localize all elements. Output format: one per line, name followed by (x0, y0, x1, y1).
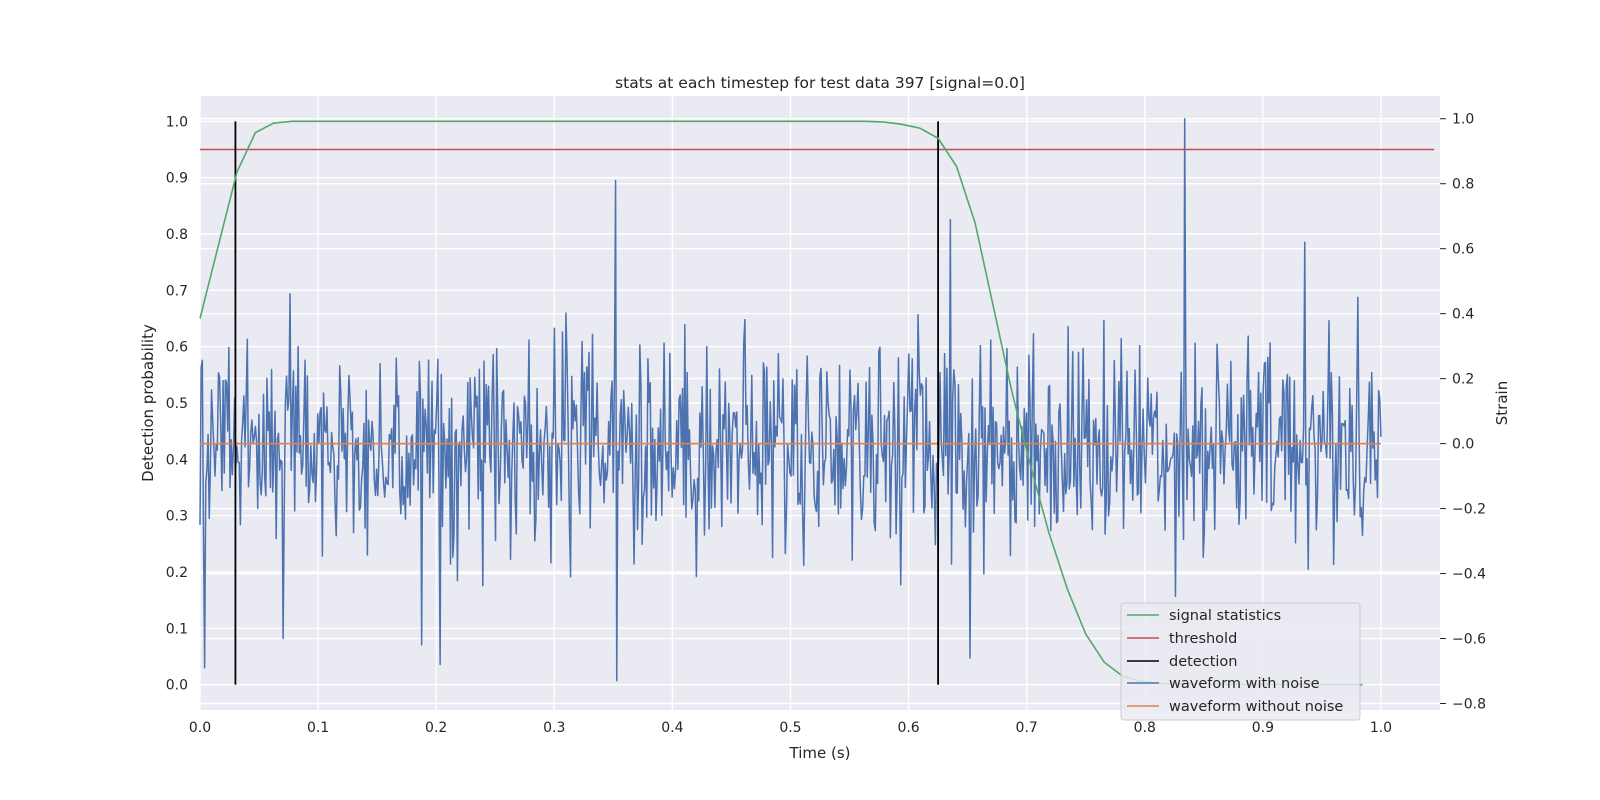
x-tick-label: 0.9 (1252, 720, 1274, 736)
x-tick-label: 0.2 (425, 720, 447, 736)
y-right-tick-label: −0.6 (1452, 632, 1486, 648)
legend-label-waveform-with-noise: waveform with noise (1169, 676, 1320, 692)
chart-title: stats at each timestep for test data 397… (615, 74, 1025, 92)
legend-box (1120, 602, 1361, 721)
y-right-tick-label: 0.2 (1452, 372, 1474, 388)
legend-label-detection: detection (1169, 654, 1237, 670)
x-tick-label: 0.4 (661, 720, 683, 736)
x-tick-label: 0.0 (189, 720, 211, 736)
x-tick-label: 0.3 (543, 720, 565, 736)
ticks: 0.0 0.1 0.2 0.3 0.4 0.5 0.6 0.7 0.8 0.9 1.0 0.0 0.1 0… (166, 112, 1486, 736)
y-left-tick-label: 0.4 (166, 452, 188, 468)
y-left-tick-label: 0.3 (166, 509, 188, 525)
x-tick-label: 0.1 (307, 720, 329, 736)
legend-label-waveform-without-noise: waveform without noise (1169, 699, 1343, 715)
x-tick-label: 0.5 (779, 720, 801, 736)
legend-label-signal-statistics: signal statistics (1169, 608, 1281, 624)
y-right-tick-label: 0.0 (1452, 437, 1474, 453)
y-left-tick-label: 0.7 (166, 283, 188, 299)
y-left-tick-label: 0.1 (166, 621, 188, 637)
y-right-tick-label: −0.4 (1452, 567, 1486, 583)
y-right-tick-label: −0.2 (1452, 502, 1486, 518)
y-left-tick-label: 0.0 (166, 678, 188, 694)
y-left-tick-label: 0.9 (166, 171, 188, 187)
legend-label-threshold: threshold (1169, 631, 1237, 647)
y-right-tick-label: 0.4 (1452, 307, 1474, 323)
y-left-tick-label: 0.8 (166, 227, 188, 243)
y-left-tick-label: 0.2 (166, 565, 188, 581)
x-tick-label: 0.8 (1134, 720, 1156, 736)
x-tick-label: 0.6 (897, 720, 919, 736)
x-axis-label: Time (s) (789, 744, 851, 762)
series-layer (199, 117, 1435, 686)
x-tick-label: 0.7 (1016, 720, 1038, 736)
y-right-tick-label: 0.8 (1452, 177, 1474, 193)
y-axis-right-label: Strain (1493, 381, 1511, 425)
y-left-tick-label: 0.6 (166, 340, 188, 356)
series-waveform-with-noise (199, 117, 1382, 682)
y-right-tick-label: 1.0 (1452, 112, 1474, 128)
x-tick-label: 1.0 (1370, 720, 1392, 736)
y-right-tick-label: 0.6 (1452, 242, 1474, 258)
y-left-tick-label: 0.5 (166, 396, 188, 412)
legend: signal statistics threshold detection wa… (1120, 602, 1361, 721)
y-right-tick-label: −0.8 (1452, 697, 1486, 713)
y-axis-left-label: Detection probability (139, 324, 157, 482)
y-left-tick-label: 1.0 (166, 114, 188, 130)
